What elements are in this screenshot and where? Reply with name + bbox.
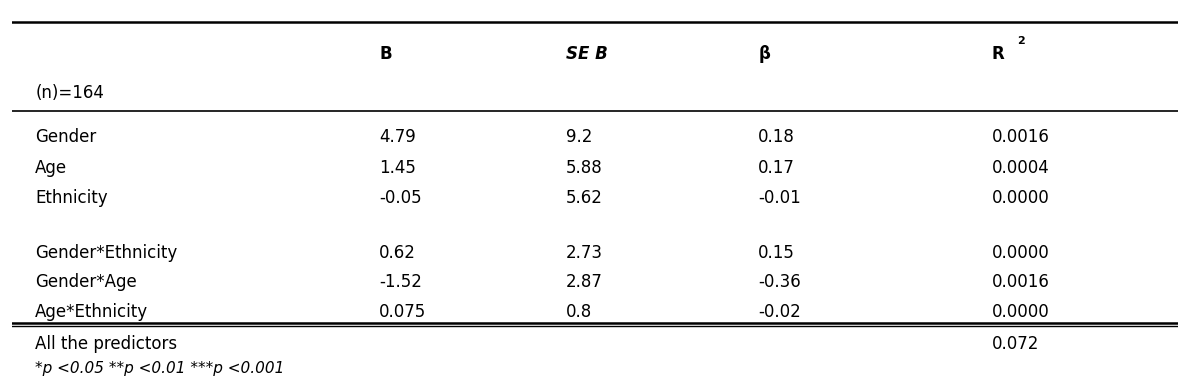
Text: 0.8: 0.8 xyxy=(566,303,593,321)
Text: Gender*Age: Gender*Age xyxy=(36,273,137,291)
Text: -0.05: -0.05 xyxy=(380,189,422,207)
Text: 0.072: 0.072 xyxy=(991,335,1039,353)
Text: 0.075: 0.075 xyxy=(380,303,426,321)
Text: β: β xyxy=(758,45,770,64)
Text: Ethnicity: Ethnicity xyxy=(36,189,108,207)
Text: -0.36: -0.36 xyxy=(758,273,801,291)
Text: 0.0016: 0.0016 xyxy=(991,273,1050,291)
Text: B: B xyxy=(380,45,392,64)
Text: Age: Age xyxy=(36,159,68,177)
Text: 1.45: 1.45 xyxy=(380,159,416,177)
Text: (n)=164: (n)=164 xyxy=(36,84,104,102)
Text: 2: 2 xyxy=(1017,36,1025,46)
Text: -1.52: -1.52 xyxy=(380,273,422,291)
Text: Gender*Ethnicity: Gender*Ethnicity xyxy=(36,244,177,262)
Text: 2.87: 2.87 xyxy=(566,273,602,291)
Text: All the predictors: All the predictors xyxy=(36,335,177,353)
Text: -0.01: -0.01 xyxy=(758,189,801,207)
Text: 0.0016: 0.0016 xyxy=(991,128,1050,146)
Text: Gender: Gender xyxy=(36,128,96,146)
Text: 0.0004: 0.0004 xyxy=(991,159,1050,177)
Text: R: R xyxy=(991,45,1004,64)
Text: 2.73: 2.73 xyxy=(566,244,603,262)
Text: 9.2: 9.2 xyxy=(566,128,593,146)
Text: 4.79: 4.79 xyxy=(380,128,416,146)
Text: 0.15: 0.15 xyxy=(758,244,795,262)
Text: *p <0.05 **p <0.01 ***p <0.001: *p <0.05 **p <0.01 ***p <0.001 xyxy=(36,361,284,376)
Text: 0.0000: 0.0000 xyxy=(991,189,1050,207)
Text: 0.62: 0.62 xyxy=(380,244,416,262)
Text: 0.0000: 0.0000 xyxy=(991,244,1050,262)
Text: -0.02: -0.02 xyxy=(758,303,801,321)
Text: SE B: SE B xyxy=(566,45,608,64)
Text: 0.0000: 0.0000 xyxy=(991,303,1050,321)
Text: Age*Ethnicity: Age*Ethnicity xyxy=(36,303,149,321)
Text: 5.88: 5.88 xyxy=(566,159,602,177)
Text: 0.18: 0.18 xyxy=(758,128,795,146)
Text: 5.62: 5.62 xyxy=(566,189,602,207)
Text: 0.17: 0.17 xyxy=(758,159,795,177)
